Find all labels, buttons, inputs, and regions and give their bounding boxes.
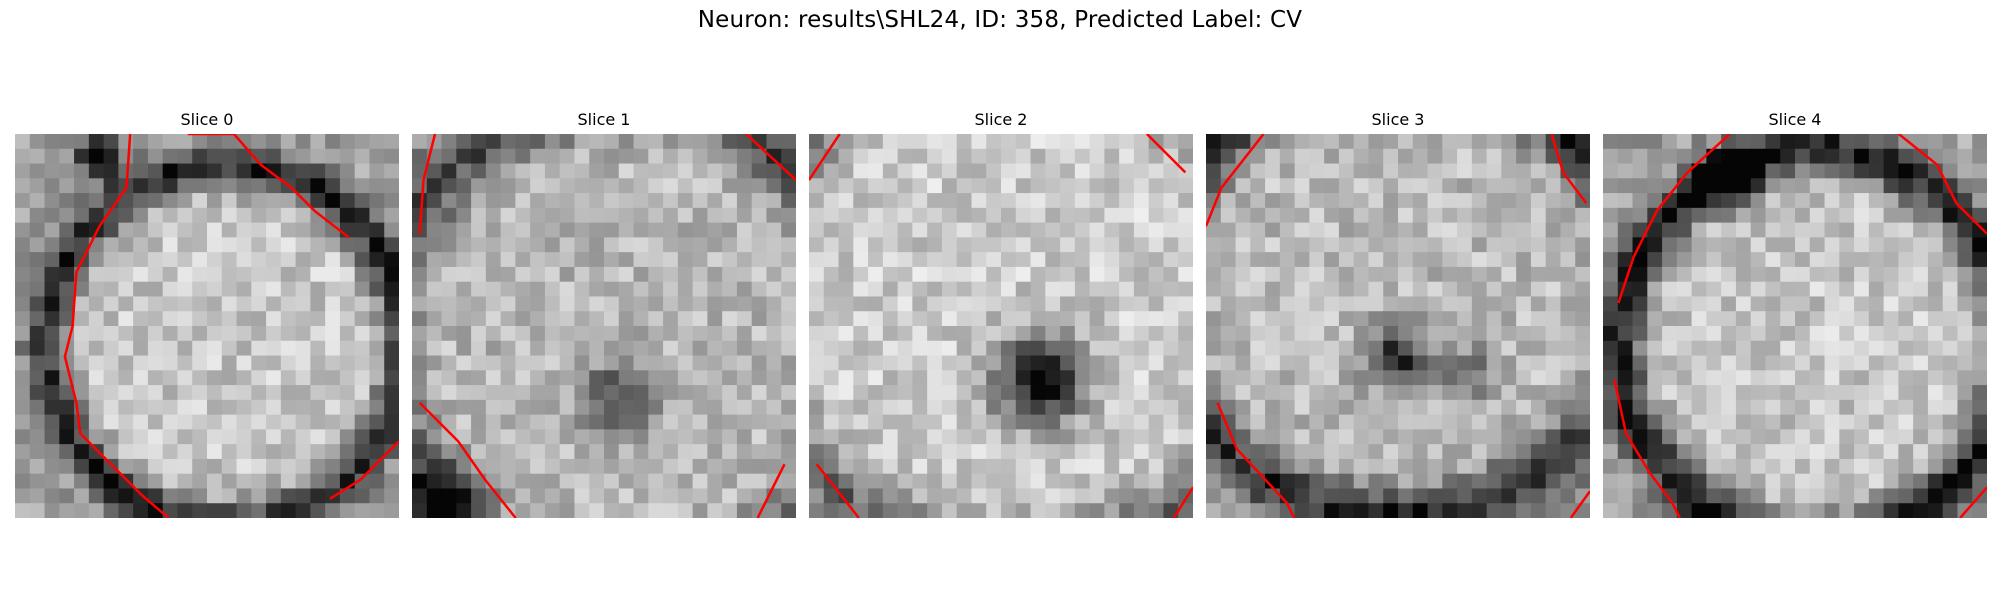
contour-line	[187, 134, 350, 239]
slice-title: Slice 0	[180, 110, 234, 129]
contour-line	[1617, 134, 1731, 304]
contour-line	[1613, 379, 1681, 518]
contour-line	[809, 134, 841, 181]
contour-line	[1206, 134, 1265, 227]
slice-title: Slice 3	[1371, 110, 1425, 129]
slice-title: Slice 2	[974, 110, 1028, 129]
slice-image	[809, 134, 1193, 518]
contour-line	[1550, 134, 1588, 204]
contour-line	[329, 440, 399, 500]
contour-line	[1959, 486, 1987, 518]
slice-image	[1206, 134, 1590, 518]
contour-line	[1172, 486, 1193, 518]
figure-title: Neuron: results\SHL24, ID: 358, Predicte…	[697, 7, 1303, 33]
slice-image	[15, 134, 399, 518]
contour-line	[418, 134, 437, 234]
slice-title: Slice 4	[1768, 110, 1822, 129]
slice-image	[412, 134, 796, 518]
slice-image	[1603, 134, 1987, 518]
contour-line	[1569, 490, 1590, 518]
slice-title: Slice 1	[577, 110, 631, 129]
contour-line	[745, 134, 796, 182]
contour-line	[1897, 134, 1987, 235]
contour-line	[1216, 402, 1296, 518]
contour-line	[63, 134, 170, 518]
contour-line	[418, 401, 517, 518]
contour-line	[815, 463, 860, 518]
contour-line	[1146, 134, 1187, 174]
contour-line	[756, 463, 786, 518]
